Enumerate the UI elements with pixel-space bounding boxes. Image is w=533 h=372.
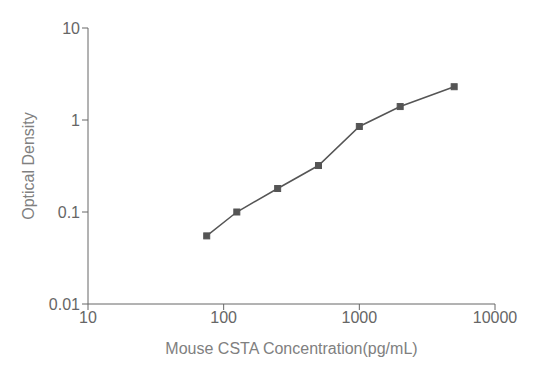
svg-text:10: 10 (79, 309, 97, 326)
svg-text:0.1: 0.1 (58, 204, 80, 221)
svg-text:1000: 1000 (342, 309, 378, 326)
svg-text:1: 1 (71, 112, 80, 129)
svg-text:Mouse CSTA Concentration(pg/mL: Mouse CSTA Concentration(pg/mL) (165, 340, 417, 357)
svg-text:10000: 10000 (473, 309, 518, 326)
svg-text:10: 10 (62, 20, 80, 37)
svg-text:Optical Density: Optical Density (20, 112, 37, 220)
svg-text:0.01: 0.01 (49, 296, 80, 313)
svg-text:100: 100 (210, 309, 237, 326)
